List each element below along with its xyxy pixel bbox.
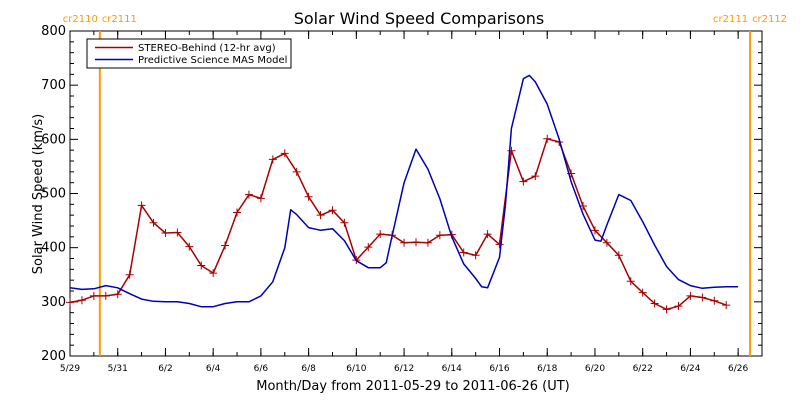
data-point-marker (507, 146, 516, 155)
x-tick-label: 6/6 (254, 364, 269, 374)
x-axis: 5/29 5/31 6/2 6/4 6/6 6/8 6/10 6/12 6/14 6/16 6/18… (60, 31, 763, 374)
x-tick-label: 6/2 (158, 364, 172, 374)
data-point-marker (304, 192, 313, 201)
data-point-marker (244, 190, 253, 199)
rotation-label-right: cr2111 (102, 14, 137, 25)
y-tick-label: 700 (41, 78, 66, 93)
rotation-label-right: cr2112 (752, 14, 787, 25)
y-axis-label: Solar Wind Speed (km/s) (31, 114, 46, 274)
data-point-marker (662, 305, 671, 314)
y-axis: 200 300 400 500 600 700 800 (41, 24, 762, 364)
data-point-marker (519, 177, 528, 186)
rotation-labels: cr2110 cr2111 cr2111 cr2112 (63, 14, 787, 25)
data-point-marker (161, 229, 170, 238)
legend-label-stereo: STEREO-Behind (12-hr avg) (138, 43, 276, 54)
data-point-marker (638, 288, 647, 297)
data-point-marker (626, 277, 635, 286)
data-point-marker (113, 290, 122, 299)
data-point-marker (376, 230, 385, 239)
data-point-marker (77, 296, 86, 305)
data-point-marker (364, 243, 373, 252)
data-point-marker (400, 238, 409, 247)
x-tick-label: 6/4 (206, 364, 221, 374)
x-axis-label: Month/Day from 2011-05-29 to 2011-06-26 … (256, 379, 569, 394)
rotation-markers (98, 31, 752, 356)
y-tick-label: 600 (41, 132, 66, 147)
data-point-marker (459, 248, 468, 257)
rotation-label-left: cr2110 (63, 14, 98, 25)
data-point-marker (292, 167, 301, 176)
y-tick-label: 800 (41, 24, 66, 39)
data-point-marker (495, 240, 504, 249)
series-group (66, 74, 739, 314)
data-point-marker (435, 231, 444, 240)
x-tick-label: 6/16 (489, 364, 509, 374)
data-point-marker (531, 172, 540, 181)
data-point-marker (268, 155, 277, 164)
data-point-marker (66, 298, 74, 307)
data-point-marker (280, 149, 289, 158)
data-point-marker (137, 201, 146, 210)
data-point-marker (614, 251, 623, 260)
legend: STEREO-Behind (12-hr avg) Predictive Sci… (86, 38, 292, 69)
data-point-marker (221, 241, 230, 250)
series-line-stereo (69, 138, 727, 311)
data-point-marker (340, 218, 349, 227)
y-tick-label: 300 (41, 295, 66, 310)
x-tick-label: 6/10 (346, 364, 366, 374)
x-tick-label: 6/12 (394, 364, 414, 374)
data-point-marker (185, 242, 194, 251)
data-point-marker (483, 230, 492, 239)
x-tick-label: 6/14 (442, 364, 462, 374)
rotation-label-left: cr2111 (713, 14, 748, 25)
legend-label-mas-model: Predictive Science MAS Model (138, 55, 287, 66)
data-point-marker (173, 228, 182, 237)
data-point-marker (543, 134, 552, 143)
data-point-marker (423, 238, 432, 247)
data-point-marker (316, 211, 325, 220)
data-point-marker (674, 302, 683, 311)
data-point-marker (698, 293, 707, 302)
data-point-marker (256, 194, 265, 203)
legend-box (86, 38, 292, 69)
data-point-marker (233, 208, 242, 217)
data-point-marker (125, 270, 134, 279)
x-tick-label: 6/24 (680, 364, 700, 374)
x-tick-label: 6/20 (585, 364, 605, 374)
x-tick-label: 6/8 (301, 364, 316, 374)
x-tick-label: 6/26 (728, 364, 748, 374)
data-point-marker (89, 291, 98, 300)
data-point-marker (149, 218, 158, 227)
data-point-marker (209, 269, 218, 278)
x-tick-label: 6/22 (633, 364, 653, 374)
series-line-mas-model (69, 74, 739, 308)
data-point-marker (197, 261, 206, 270)
x-tick-label: 5/29 (60, 364, 80, 374)
y-tick-label: 500 (41, 187, 66, 202)
chart-title: Solar Wind Speed Comparisons (294, 9, 545, 28)
data-point-marker (710, 296, 719, 305)
data-point-marker (686, 291, 695, 300)
data-point-marker (650, 299, 659, 308)
data-point-marker (328, 206, 337, 215)
y-tick-label: 200 (41, 349, 66, 364)
y-tick-label: 400 (41, 241, 66, 256)
x-tick-label: 5/31 (108, 364, 128, 374)
data-point-marker (101, 291, 110, 300)
x-tick-label: 6/18 (537, 364, 557, 374)
data-point-marker (722, 301, 731, 310)
data-point-marker (590, 226, 599, 235)
data-point-marker (412, 238, 420, 247)
data-point-marker (602, 238, 611, 247)
data-point-marker (471, 251, 480, 260)
